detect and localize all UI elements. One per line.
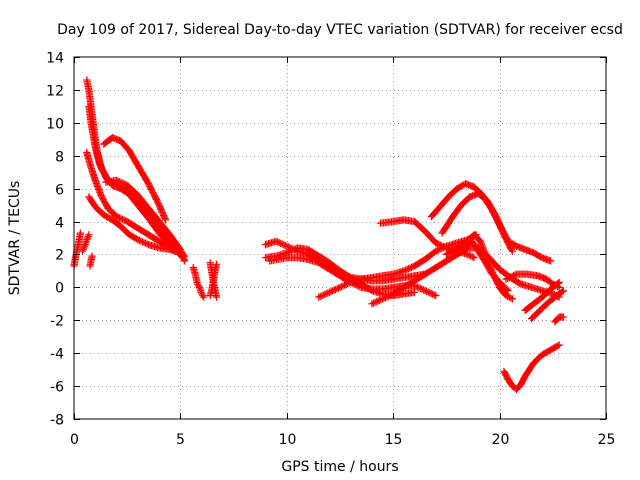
data-point-markers	[78, 231, 93, 255]
data-point-markers	[86, 252, 96, 270]
y-tick-label: 4	[55, 216, 64, 232]
y-tick-labels: -8 -6 -4 -2 0 2 4 6 8 10 12 14	[46, 51, 64, 429]
x-tick-label: 25	[598, 432, 616, 448]
plot-frame	[73, 56, 607, 420]
data-points	[70, 76, 567, 393]
y-tick-label: 8	[55, 150, 64, 166]
y-tick-label: 12	[46, 84, 64, 100]
series-arc-05	[100, 134, 170, 224]
y-tick-label: 10	[46, 117, 64, 133]
data-point-markers	[438, 190, 516, 255]
x-tick-label: 15	[385, 432, 403, 448]
series-arc-22	[459, 237, 512, 295]
data-point-markers	[85, 193, 189, 260]
y-axis-label: SDTVAR / TECUs	[7, 181, 23, 296]
y-tick-label: 0	[55, 281, 64, 297]
series-arc-26	[551, 313, 567, 326]
x-tick-label: 10	[279, 432, 297, 448]
data-point-markers	[189, 264, 208, 301]
data-point-markers	[459, 237, 512, 295]
series-arc-10	[189, 264, 208, 301]
data-point-markers	[527, 287, 567, 323]
y-tick-label: 6	[55, 183, 64, 199]
data-point-markers	[102, 176, 189, 265]
data-point-markers	[500, 341, 563, 393]
data-point-markers	[551, 313, 567, 326]
x-tick-label: 5	[176, 432, 185, 448]
x-tick-label: 0	[70, 432, 79, 448]
chart-title: Day 109 of 2017, Sidereal Day-to-day VTE…	[57, 22, 623, 38]
series-arc-24	[527, 287, 567, 323]
series-arc-12	[206, 260, 221, 300]
y-tick-label: -4	[50, 347, 64, 363]
y-tick-label: -8	[50, 413, 64, 429]
series-arc-04	[85, 193, 189, 260]
y-tick-label: -2	[50, 314, 64, 330]
data-point-markers	[521, 278, 563, 314]
series-arc-08	[78, 231, 93, 255]
axis-ticks	[74, 57, 607, 420]
series-arc-06	[102, 176, 189, 265]
series-arc-09	[86, 252, 96, 270]
series-arc-20	[438, 190, 516, 255]
x-axis-label: GPS time / hours	[281, 459, 398, 475]
y-tick-label: 2	[55, 248, 64, 264]
x-tick-labels: 0 5 10 15 20 25	[70, 432, 615, 448]
y-tick-label: -6	[50, 380, 64, 396]
y-tick-label: 14	[46, 51, 64, 67]
series-arc-27	[500, 341, 563, 393]
x-tick-label: 20	[492, 432, 510, 448]
data-point-markers	[100, 134, 170, 224]
series-arc-25	[521, 278, 563, 314]
data-point-markers	[206, 260, 221, 300]
